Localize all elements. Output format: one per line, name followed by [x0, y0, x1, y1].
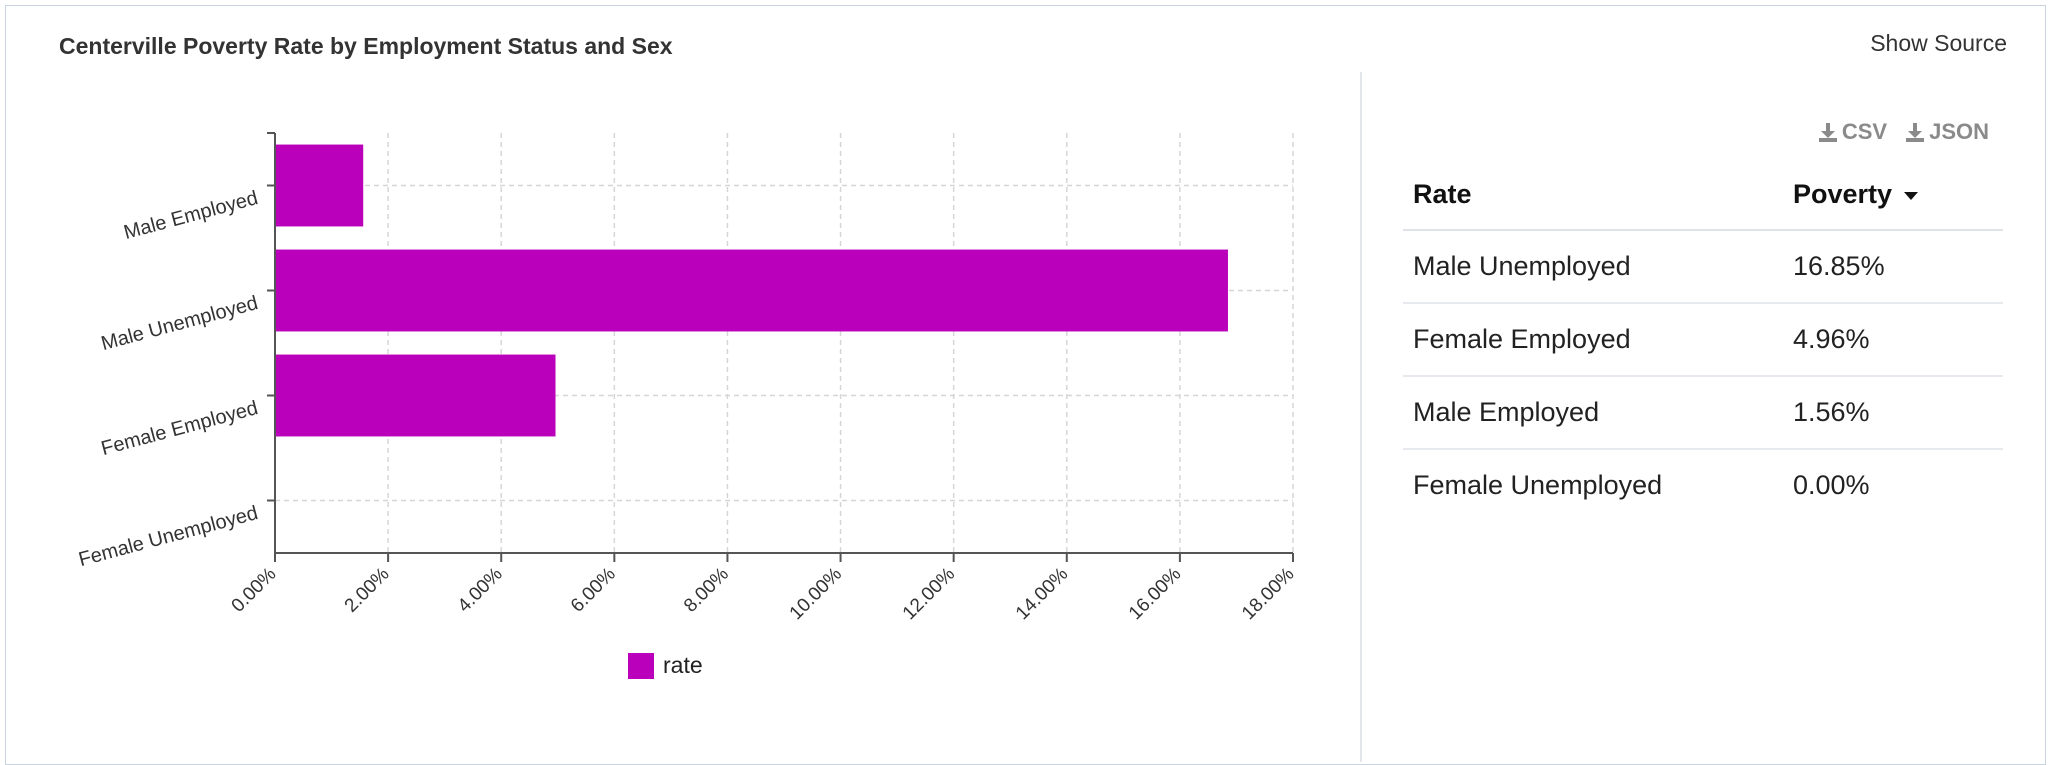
x-tick-label: 4.00%	[454, 564, 507, 617]
panel-divider	[1360, 72, 1362, 762]
x-tick-label: 12.00%	[899, 564, 959, 624]
column-header-rate[interactable]: Rate	[1403, 160, 1783, 231]
y-tick-label: Female Unemployed	[76, 502, 260, 571]
x-tick-label: 16.00%	[1125, 564, 1185, 624]
data-table: Rate Poverty Male Unemployed 16.85% Fema…	[1403, 160, 2003, 521]
column-header-label: Poverty	[1793, 179, 1893, 209]
table-row: Male Employed 1.56%	[1403, 376, 2003, 450]
json-label: JSON	[1929, 119, 1989, 144]
bar-chart: Male Employed Male Unemployed Female Emplo…	[76, 132, 1299, 624]
x-tick-label: 18.00%	[1238, 564, 1298, 624]
chart-legend: rate	[628, 652, 703, 679]
x-tick-label: 10.00%	[786, 564, 846, 624]
row-value: 4.96%	[1783, 303, 2003, 377]
bar	[275, 144, 364, 227]
row-label: Female Employed	[1403, 303, 1783, 377]
x-tick-label: 6.00%	[567, 564, 620, 617]
row-label: Female Unemployed	[1413, 470, 1663, 500]
row-label: Male Employed	[1403, 376, 1783, 450]
y-tick-label: Male Employed	[121, 187, 260, 244]
csv-label: CSV	[1841, 119, 1888, 144]
chart-title: Centerville Poverty Rate by Employment S…	[59, 33, 673, 59]
download-icon	[1818, 123, 1837, 142]
row-value: 0.00%	[1793, 470, 1870, 500]
x-tick-label: 2.00%	[341, 564, 394, 617]
show-source-link[interactable]: Show Source	[1870, 30, 2007, 56]
legend-swatch	[628, 652, 654, 679]
bar	[275, 354, 556, 437]
y-tick-label: Male Unemployed	[99, 292, 260, 355]
json-download-button[interactable]: JSON	[1905, 119, 1989, 145]
row-label: Male Unemployed	[1403, 230, 1783, 304]
row-value: 1.56%	[1783, 376, 2003, 450]
x-tick-label: 8.00%	[680, 564, 733, 617]
row-value: 16.85%	[1783, 230, 2003, 304]
table-row: Male Unemployed 16.85%	[1403, 230, 2003, 304]
column-header-poverty[interactable]: Poverty	[1783, 160, 2003, 231]
table-row: Female Unemployed 0.00%	[1403, 449, 2003, 521]
csv-download-button[interactable]: CSV	[1818, 119, 1887, 145]
x-tick-label: 14.00%	[1012, 564, 1072, 624]
column-header-label: Rate	[1413, 179, 1472, 209]
legend-label: rate	[663, 652, 703, 678]
sort-descending-icon	[1904, 191, 1919, 200]
x-tick-label: 0.00%	[228, 564, 281, 617]
y-tick-label: Female Employed	[99, 397, 260, 460]
table-row: Female Employed 4.96%	[1403, 303, 2003, 377]
table-header-row: Rate Poverty	[1403, 160, 2003, 231]
download-links: CSV JSON	[1818, 119, 1989, 145]
bar	[275, 249, 1228, 332]
download-icon	[1906, 123, 1925, 142]
